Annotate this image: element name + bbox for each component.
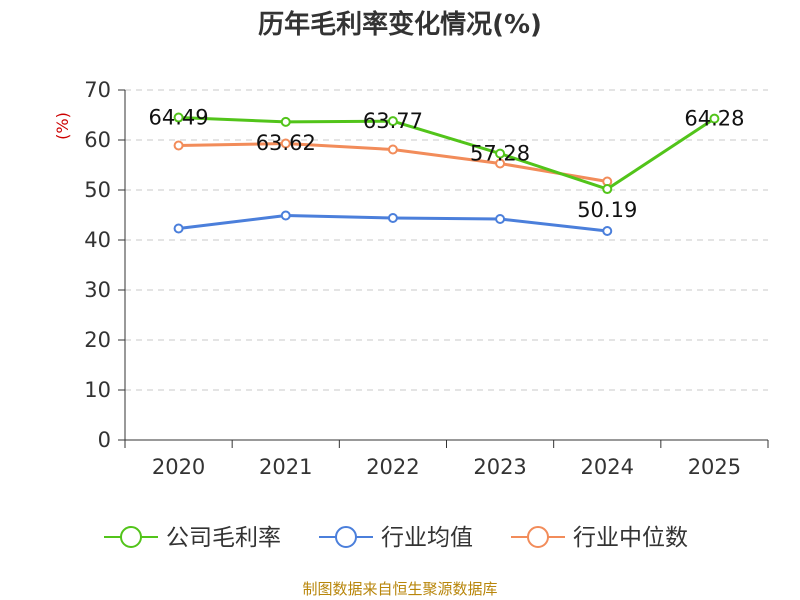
y-tick-label: 70 [84, 78, 111, 102]
data-point [602, 226, 613, 236]
y-tick-label: 50 [84, 178, 111, 202]
grid-lines [125, 89, 768, 391]
legend-marker [335, 526, 357, 548]
data-label: 64.49 [149, 106, 209, 130]
series-layer [173, 112, 720, 236]
x-tick-label: 2023 [473, 455, 526, 479]
data-point [387, 116, 398, 127]
data-point [387, 144, 398, 155]
x-tick-label: 2024 [581, 455, 634, 479]
x-tick-label: 2021 [259, 455, 312, 479]
data-point [709, 113, 720, 124]
legend-marker [527, 526, 549, 548]
data-point [173, 140, 184, 151]
data-label: 63.77 [363, 109, 423, 133]
data-point [495, 214, 506, 224]
series-line-1 [178, 116, 716, 191]
data-point [495, 148, 506, 159]
data-point [280, 116, 291, 127]
y-tick-label: 60 [84, 128, 111, 152]
x-tick-label: 2020 [152, 455, 205, 479]
legend-label: 公司毛利率 [166, 525, 281, 551]
legend: 公司毛利率 行业均值 行业中位数 [104, 525, 688, 551]
x-tick-label: 2025 [688, 455, 741, 479]
source-note: 制图数据来自恒生聚源数据库 [302, 580, 498, 598]
data-label: 64.28 [684, 107, 744, 131]
y-tick-label: 0 [98, 428, 111, 452]
y-axis-label: (%) [53, 112, 72, 140]
x-tick-label: 2022 [366, 455, 419, 479]
y-tick-label: 10 [84, 378, 111, 402]
legend-label: 行业中位数 [573, 525, 688, 551]
data-point [602, 184, 613, 195]
legend-label: 行业均值 [381, 525, 473, 551]
data-label: 57.28 [470, 142, 530, 166]
y-tick-label: 40 [84, 228, 111, 252]
data-point [173, 223, 184, 234]
data-point [280, 210, 291, 221]
data-label: 50.19 [577, 198, 637, 222]
chart-title: 历年毛利率变化情况(%) [258, 10, 542, 40]
data-point [280, 138, 291, 149]
data-point [173, 112, 184, 123]
axes: 0 10 20 30 40 50 60 70 2020 2021 2022 2023 2024 2025 (… [53, 78, 769, 479]
y-tick-label: 20 [84, 328, 111, 352]
data-label: 63.62 [256, 131, 316, 155]
data-labels: 64.49 63.62 63.77 57.28 50.19 64.28 [149, 106, 745, 223]
data-point [495, 158, 506, 169]
legend-marker [120, 526, 142, 548]
y-tick-label: 30 [84, 278, 111, 302]
data-point [387, 213, 398, 223]
